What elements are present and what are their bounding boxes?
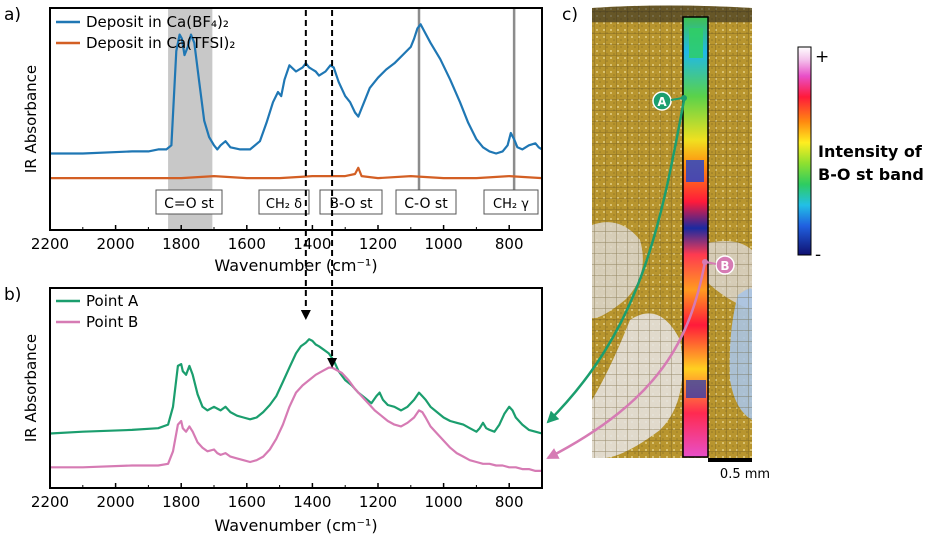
arrow-point-a	[546, 99, 686, 424]
marker-b: B	[702, 255, 735, 275]
chart-b-xlabel: Wavenumber (cm⁻¹)	[214, 516, 377, 535]
dashed-connector-arrows	[300, 10, 338, 368]
band-label-ch2-delta: CH₂ δ	[258, 189, 310, 215]
band-label-bo-text: B-O st	[329, 196, 373, 212]
band-label-co: C=O st	[155, 189, 223, 215]
chart-b-xtick-label: 1000	[425, 493, 463, 511]
band-label-ch2-delta-text: CH₂ δ	[266, 197, 302, 212]
marker-a-label: A	[657, 95, 667, 109]
chart-a: 2200 2000 1800 1600 1400 1200 1000 800 C=O st C…	[22, 7, 543, 275]
band-label-bo: B-O st	[319, 189, 383, 215]
band-label-c-o: C-O st	[395, 189, 457, 215]
legend-label-point-a: Point A	[86, 292, 139, 310]
chart-b-ylabel: IR Absorbance	[22, 334, 40, 442]
colorbar: + - Intensity of B-O st band	[797, 46, 924, 265]
panel-label-b: b)	[4, 285, 21, 305]
chart-a-xtick-label: 2000	[97, 235, 135, 253]
chart-a-xtick-label: 1600	[228, 235, 266, 253]
chart-b-xtick-label: 1600	[228, 493, 266, 511]
chart-b-legend: Point A Point B	[56, 292, 139, 331]
panel-label-a: a)	[4, 5, 21, 25]
chart-a-xtick-label: 1800	[162, 235, 200, 253]
chart-b-xtick-label: 1200	[359, 493, 397, 511]
microscope-image	[592, 5, 752, 458]
band-label-ch2-gamma: CH₂ γ	[483, 189, 539, 215]
chart-b-frame	[49, 287, 543, 489]
chart-a-frame	[49, 7, 543, 231]
band-label-ch2-gamma-text: CH₂ γ	[493, 197, 529, 212]
band-label-c-o-text: C-O st	[404, 196, 448, 212]
colorbar-max-label: +	[815, 47, 829, 67]
colorbar-min-label: -	[815, 245, 821, 265]
panel-label-c: c)	[562, 5, 578, 25]
chart-a-xtick-label: 800	[495, 235, 524, 253]
arrow-point-b	[546, 261, 707, 460]
chart-a-series-0	[50, 23, 542, 155]
chart-b-xtick-label: 2200	[31, 493, 69, 511]
scalebar-label: 0.5 mm	[720, 467, 770, 482]
chart-a-xlabel: Wavenumber (cm⁻¹)	[214, 256, 377, 275]
chart-a-legend: Deposit in Ca(BF₄)₂ Deposit in Ca(TFSI)₂	[56, 13, 235, 52]
chart-a-xtick-label: 1000	[425, 235, 463, 253]
chart-b-xtick-label: 1400	[293, 493, 331, 511]
band-label-co-text: C=O st	[164, 196, 214, 212]
legend-label-point-b: Point B	[86, 313, 138, 331]
chart-b-xtick-label: 1800	[162, 493, 200, 511]
scalebar: 0.5 mm	[708, 458, 770, 482]
colorbar-gradient	[797, 46, 812, 256]
intensity-label-line2: B-O st band	[818, 165, 924, 184]
chart-b: 2200 2000 1800 1600 1400 1200 1000 800 Point A …	[22, 287, 543, 535]
intensity-label-line1: Intensity of	[818, 142, 923, 161]
chart-a-xtick-label: 1200	[359, 235, 397, 253]
chart-b-series-0	[50, 338, 542, 435]
marker-a: A	[652, 91, 687, 111]
chart-b-xtick-label: 2000	[97, 493, 135, 511]
legend-label-ca-tfsi: Deposit in Ca(TFSI)₂	[86, 34, 235, 52]
chart-a-series-1	[50, 166, 542, 180]
marker-b-label: B	[720, 259, 729, 273]
legend-label-ca-bf4: Deposit in Ca(BF₄)₂	[86, 13, 229, 31]
chart-a-xtick-label: 2200	[31, 235, 69, 253]
chart-a-xtick-label: 1400	[293, 235, 331, 253]
chart-b-series-1	[50, 366, 542, 472]
chart-b-xtick-label: 800	[495, 493, 524, 511]
chart-a-ylabel: IR Absorbance	[22, 65, 40, 173]
